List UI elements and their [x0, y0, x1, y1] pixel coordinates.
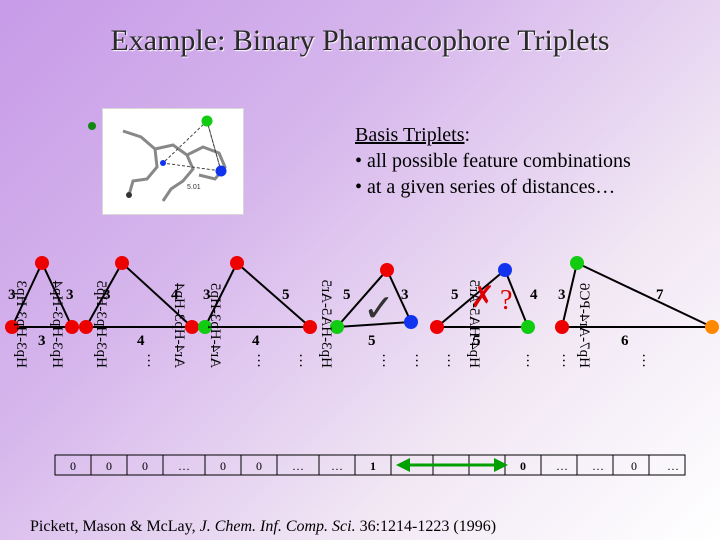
column-label: Hp3-Hp3-Hp3 — [13, 280, 29, 369]
bit-cell: … — [331, 459, 343, 473]
double-arrow — [396, 458, 508, 472]
triangle-4-right-label: 3 — [401, 287, 409, 303]
basis-bullet-2: • at a given series of distances… — [355, 176, 616, 198]
basis-colon: : — [464, 124, 471, 146]
basis-triplets-text: Basis Triplets: • all possible feature c… — [355, 122, 631, 200]
triangle-4 — [334, 268, 413, 329]
bit-cell: 0 — [70, 459, 76, 473]
triangle-3-left-label: 3 — [203, 287, 211, 303]
feature-node — [230, 256, 244, 270]
feature-node — [705, 320, 719, 334]
column-label: Hp3-Hp3-Hp5 — [93, 280, 109, 369]
column-label: … — [254, 353, 270, 368]
triangle-4-bottom-label: 5 — [368, 333, 376, 349]
triangle-1-right-label: 3 — [66, 287, 74, 303]
feature-node — [35, 256, 49, 270]
triangle-3-right-label: 5 — [282, 287, 290, 303]
column-label: … — [379, 353, 395, 368]
triangle-2 — [84, 261, 195, 328]
bit-cell: 0 — [106, 459, 112, 473]
feature-node — [330, 320, 344, 334]
triangle-5-left-label: 5 — [451, 287, 459, 303]
triangle-6-bottom-label: 6 — [621, 333, 629, 349]
basis-heading: Basis Triplets — [355, 124, 465, 146]
triangle-1 — [10, 260, 74, 328]
slide-title: Example: Binary Pharmacophore Triplets — [110, 24, 610, 57]
citation-details: 36:1214-1223 (1996) — [355, 518, 497, 535]
feature-node — [521, 320, 535, 334]
column-label: Hp3-Hp3-Hp4 — [49, 280, 65, 369]
citation: Pickett, Mason & McLay, J. Chem. Inf. Co… — [30, 518, 496, 536]
bit-cell: 1 — [370, 459, 376, 473]
triangle-5 — [434, 268, 530, 328]
column-label: … — [639, 353, 655, 368]
column-label: … — [444, 353, 460, 368]
column-label: Hp3-HA5-Ar5 — [318, 279, 334, 368]
triangle-5-right-label: 4 — [530, 287, 538, 303]
column-label: … — [412, 353, 428, 368]
column-label: Hp7-Ar4-PC6 — [576, 283, 592, 368]
bit-cell: … — [592, 459, 604, 473]
column-label: Ar4-Hp3-Hp5 — [207, 283, 223, 368]
bit-cell: 0 — [520, 459, 526, 473]
triangle-6-right-label: 7 — [656, 287, 664, 303]
triangle-2-right-label: 4 — [171, 287, 179, 303]
bit-cell: … — [292, 459, 304, 473]
feature-node — [115, 256, 129, 270]
feature-node — [185, 320, 199, 334]
column-label: … — [559, 353, 575, 368]
feature-node — [5, 320, 19, 334]
column-label: … — [144, 353, 160, 368]
feature-node — [303, 320, 317, 334]
feature-node — [404, 315, 418, 329]
triangle-6-left-label: 3 — [558, 287, 566, 303]
molecule-atom-marker — [88, 122, 96, 130]
svg-text:5.01: 5.01 — [187, 184, 201, 191]
citation-authors: Pickett, Mason & McLay, — [30, 518, 200, 535]
triangle-5-bottom-label: 5 — [473, 333, 481, 349]
citation-journal: J. Chem. Inf. Comp. Sci. — [199, 518, 356, 535]
question-mark: ? — [500, 285, 512, 316]
feature-node — [79, 320, 93, 334]
column-label: … — [296, 353, 312, 368]
triangle-4-left-label: 5 — [343, 287, 351, 303]
feature-node — [65, 320, 79, 334]
bit-cell: … — [178, 459, 190, 473]
bit-cell: 0 — [142, 459, 148, 473]
triangle-3-bottom-label: 4 — [252, 333, 260, 349]
bit-cell: … — [556, 459, 568, 473]
bit-cell: 0 — [631, 459, 637, 473]
bit-cell: … — [667, 459, 679, 473]
column-label: Ar4-Hp3-Hp4 — [171, 283, 187, 368]
cross-mark: ✗ — [470, 280, 495, 315]
molecule-illustration: 5.01 — [91, 108, 244, 215]
feature-node — [498, 263, 512, 277]
feature-node — [570, 256, 584, 270]
triangle-2-left-label: 3 — [103, 287, 111, 303]
feature-node — [198, 320, 212, 334]
check-mark: ✓ — [363, 286, 395, 330]
triangle-3 — [203, 261, 313, 328]
basis-heading-line: Basis Triplets: — [355, 122, 631, 148]
triangle-6 — [560, 261, 713, 328]
feature-node — [380, 263, 394, 277]
bit-cell: 0 — [220, 459, 226, 473]
column-label: … — [523, 353, 539, 368]
feature-node — [430, 320, 444, 334]
bit-cell: 0 — [256, 459, 262, 473]
bit-grid — [54, 454, 686, 476]
basis-bullet-1: • all possible feature combinations — [355, 150, 631, 172]
column-label: Hp4-HA5-Ar5 — [466, 279, 482, 368]
triangle-2-bottom-label: 4 — [137, 333, 145, 349]
triangle-1-bottom-label: 3 — [38, 333, 46, 349]
feature-node — [555, 320, 569, 334]
triangle-1-left-label: 3 — [8, 287, 16, 303]
